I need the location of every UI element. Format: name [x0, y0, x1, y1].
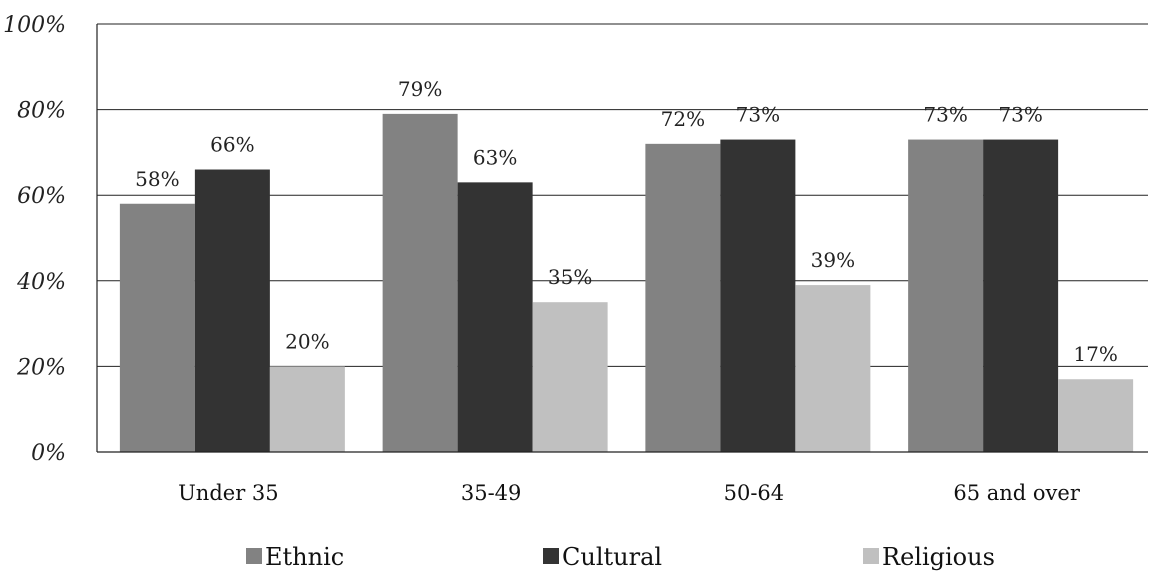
legend-label-religious: Religious	[882, 543, 995, 571]
x-tick-label: 35-49	[461, 481, 522, 505]
y-tick-label: 80%	[17, 99, 66, 124]
data-label: 72%	[661, 107, 705, 131]
bar-cultural	[194, 169, 270, 452]
data-label: 73%	[736, 103, 780, 127]
y-tick-label: 20%	[16, 355, 66, 380]
x-tick-label: 50-64	[724, 481, 785, 505]
data-label: 73%	[923, 103, 967, 127]
legend-swatch-ethnic	[246, 548, 262, 564]
x-tick-label: 65 and over	[953, 481, 1080, 505]
legend-swatch-religious	[863, 548, 879, 564]
bar-ethnic	[119, 203, 195, 452]
bar-cultural	[720, 139, 796, 452]
data-label: 20%	[285, 329, 329, 353]
y-tick-label: 40%	[16, 270, 66, 295]
data-label: 17%	[1073, 342, 1117, 366]
bar-ethnic	[645, 143, 721, 452]
data-label: 58%	[135, 167, 179, 191]
data-label: 35%	[548, 265, 592, 289]
legend: Ethnic Cultural Religious	[246, 543, 995, 571]
legend-swatch-cultural	[543, 548, 559, 564]
bar-cultural	[457, 182, 533, 453]
y-tick-label: 60%	[17, 184, 66, 209]
bar-religious	[795, 285, 871, 452]
bar-religious	[532, 302, 608, 452]
axes: 0% 20% 40% 60% 80% 100% Under 35 35-49 50-64 65 a…	[3, 13, 1148, 505]
bar-cultural	[983, 139, 1059, 452]
y-tick-label: 100%	[3, 13, 66, 38]
data-label: 39%	[811, 248, 855, 272]
data-label: 79%	[398, 77, 442, 101]
bar-religious	[1058, 379, 1134, 452]
legend-label-ethnic: Ethnic	[265, 543, 344, 571]
bars	[119, 113, 1134, 453]
data-label: 66%	[210, 133, 254, 157]
data-labels: 58% 66% 20% 79% 63% 35% 72% 73% 39% 73% 73% 17%	[135, 77, 1118, 366]
legend-label-cultural: Cultural	[562, 543, 662, 571]
bar-ethnic	[382, 113, 458, 452]
y-tick-label: 0%	[31, 441, 66, 466]
bar-ethnic	[908, 139, 984, 452]
x-tick-label: Under 35	[178, 481, 279, 505]
bar-religious	[269, 366, 345, 452]
data-label: 63%	[473, 145, 517, 169]
data-label: 73%	[998, 103, 1042, 127]
